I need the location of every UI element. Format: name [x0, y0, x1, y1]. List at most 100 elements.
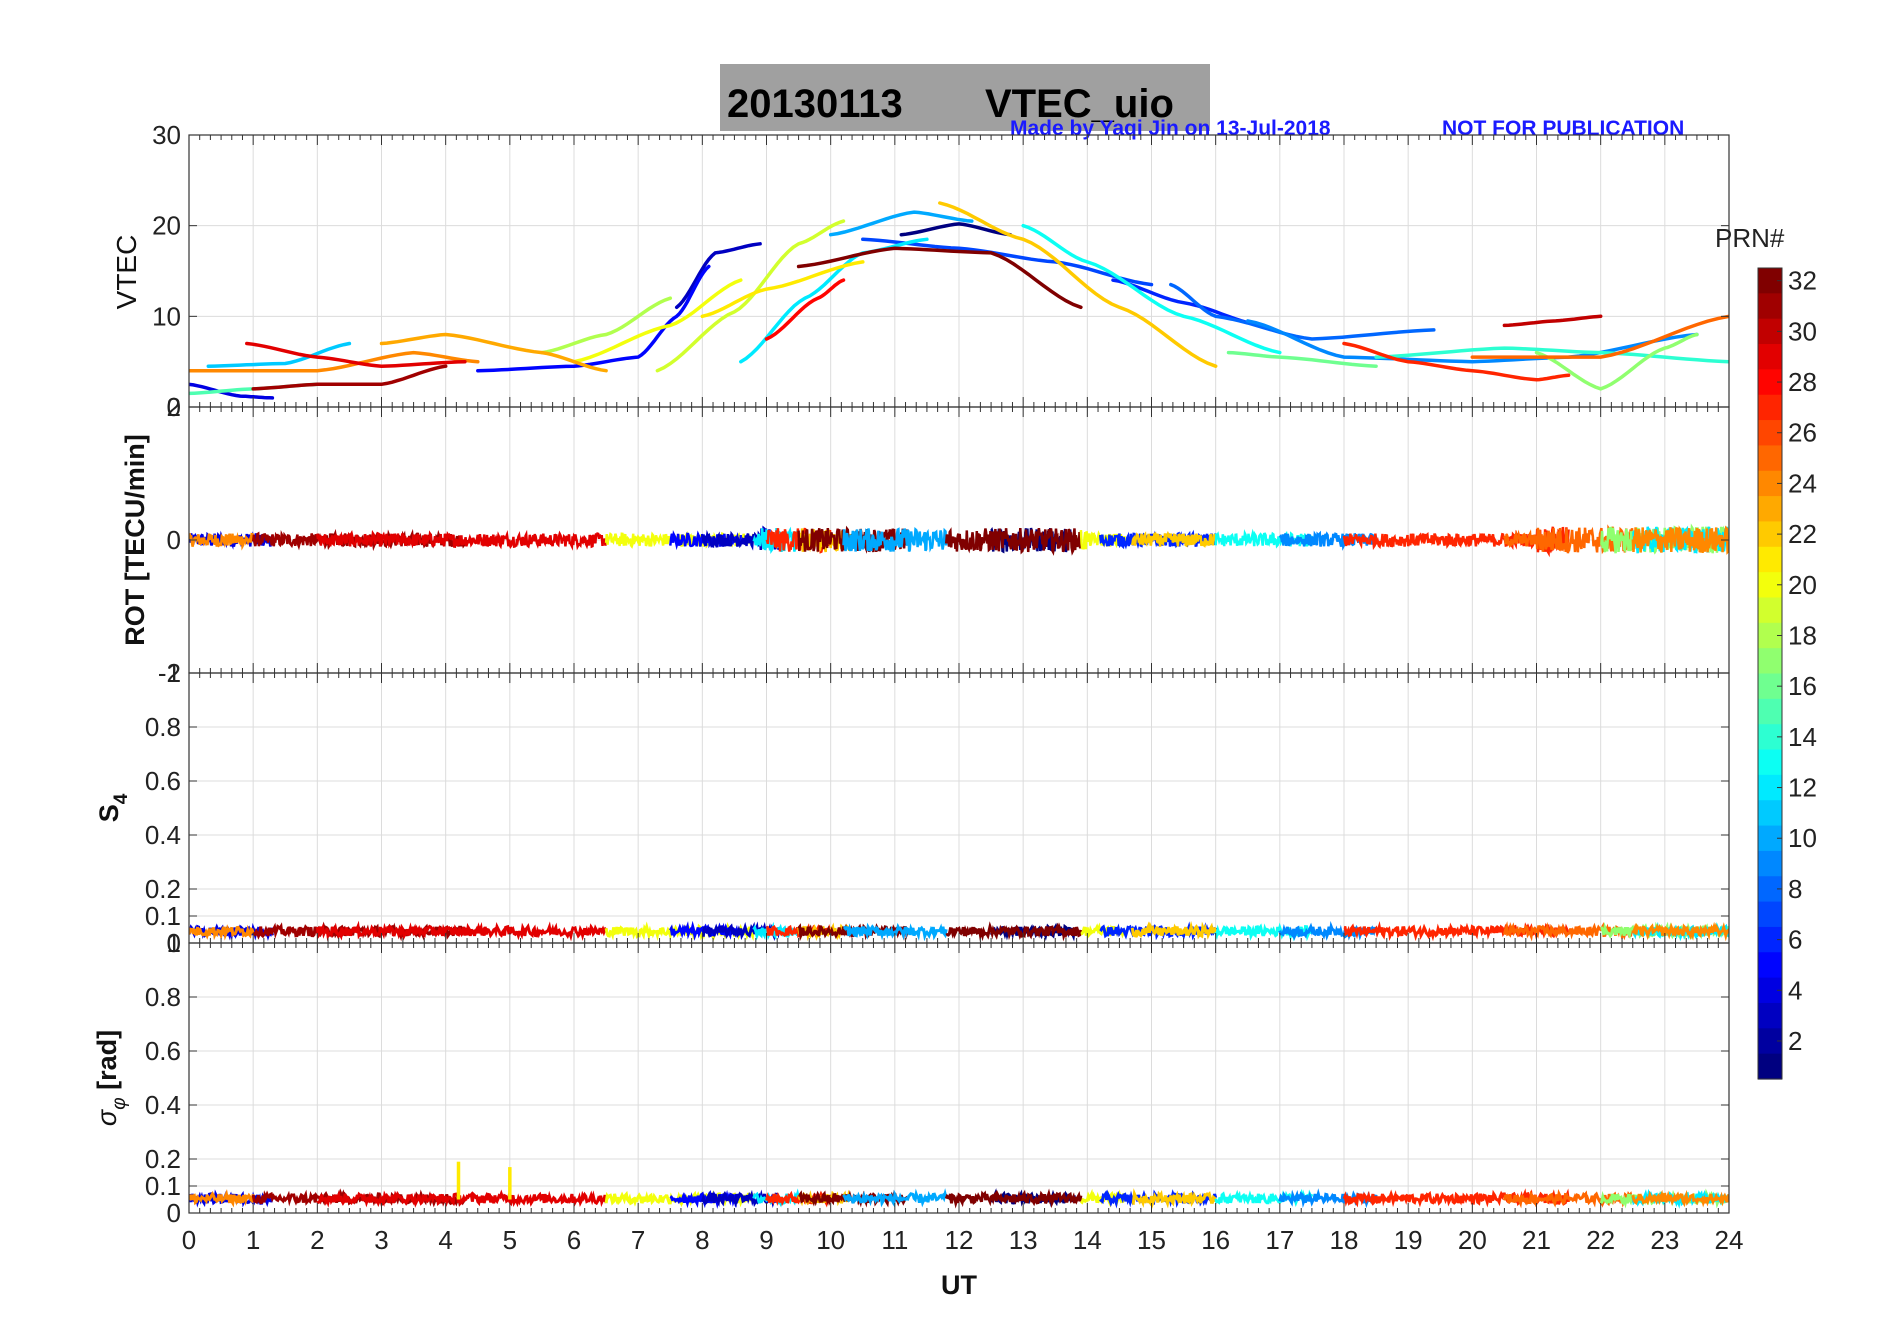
scint-trace-prn-22 — [1130, 920, 1218, 940]
series-line-prn-23 — [379, 332, 608, 373]
panel-grid — [189, 135, 1729, 407]
ylabel-s4: S4 — [94, 793, 132, 822]
colorbar-band — [1758, 293, 1782, 320]
rot-trace-prn-24 — [189, 532, 255, 551]
series-line-prn-13 — [1021, 223, 1282, 355]
colorbar-tick-label: 14 — [1788, 722, 1817, 752]
x-tick-label: 6 — [567, 1225, 581, 1255]
y-tick-labels: 02-2 — [158, 392, 1729, 688]
series-line-prn-17 — [1534, 332, 1699, 391]
scint-trace-prn-29 — [316, 1189, 608, 1209]
panel-sigphi: 0.10.20.40.60.810 — [145, 928, 1730, 1228]
ylabel-s4-text: S — [94, 804, 124, 822]
x-tick-label: 8 — [695, 1225, 709, 1255]
y-tick-label: 0.6 — [145, 766, 181, 796]
scint-trace-prn-24 — [189, 1189, 255, 1208]
x-tick-label: 9 — [759, 1225, 773, 1255]
x-tick-label: 23 — [1650, 1225, 1679, 1255]
series-line-prn-4 — [189, 382, 275, 400]
colorbar-band — [1758, 1053, 1782, 1080]
colorbar-band — [1758, 698, 1782, 725]
colorbar-tick-label: 6 — [1788, 925, 1802, 955]
colorbar-tick-label: 2 — [1788, 1026, 1802, 1056]
rot-trace-prn-25 — [1503, 524, 1635, 555]
series-line-prn-22 — [938, 201, 1218, 368]
x-ticks — [188, 673, 1730, 943]
x-tick-label: 19 — [1394, 1225, 1423, 1255]
series-line-prn-5 — [476, 264, 711, 373]
scint-trace-prn-10 — [843, 922, 948, 942]
ylabel-sigphi-symbol: σ — [92, 1108, 122, 1126]
colorbar-tick-label: 22 — [1788, 519, 1817, 549]
rot-trace-prn-24 — [1631, 525, 1729, 555]
colorbar-title: PRN# — [1715, 223, 1785, 253]
x-tick-label: 16 — [1201, 1225, 1230, 1255]
scint-trace-prn-24 — [1631, 921, 1729, 942]
ylabel-sigphi-subscript: φ — [109, 1097, 130, 1109]
y-tick-label: 0.2 — [145, 1144, 181, 1174]
scint-trace-prn-24 — [1631, 1189, 1729, 1208]
series-line-prn-10 — [828, 210, 974, 237]
colorbar-tick-label: 26 — [1788, 418, 1817, 448]
series-line-prn-32 — [796, 246, 1083, 310]
y-tick-label: 0.1 — [145, 901, 181, 931]
y-tick-label: 30 — [152, 120, 181, 150]
series-line-prn-25 — [1470, 314, 1729, 359]
panel-s4: 0.10.20.40.60.810 — [145, 658, 1730, 958]
scint-trace-prn-32 — [944, 1188, 1083, 1209]
series-line-prn-18 — [540, 296, 673, 355]
y-tick-labels: 0.10.20.40.60.810 — [145, 928, 1729, 1228]
x-tick-label: 15 — [1137, 1225, 1166, 1255]
y-tick-labels: 0.10.20.40.60.810 — [145, 658, 1729, 958]
x-ticks — [188, 135, 1730, 407]
series-line-prn-30 — [1502, 314, 1603, 328]
x-tick-label: 14 — [1073, 1225, 1102, 1255]
x-tick-label: 4 — [438, 1225, 452, 1255]
colorbar-tick-label: 10 — [1788, 823, 1817, 853]
y-tick-label: 0.2 — [145, 874, 181, 904]
x-tick-label: 0 — [182, 1225, 196, 1255]
panel-data — [189, 523, 1729, 558]
panel-grid — [189, 943, 1729, 1213]
colorbar-band — [1758, 546, 1782, 573]
y-tick-label: 1 — [167, 658, 181, 688]
series-line-prn-20 — [572, 278, 743, 364]
x-tick-label: 11 — [881, 1225, 908, 1255]
colorbar-tick-label: 28 — [1788, 367, 1817, 397]
x-tick-label: 12 — [945, 1225, 974, 1255]
colorbar-band — [1758, 800, 1782, 827]
x-tick-label: 2 — [310, 1225, 324, 1255]
series-line-prn-1 — [899, 222, 1013, 237]
rot-trace-prn-10 — [842, 526, 948, 553]
scint-trace-prn-32 — [945, 921, 1083, 942]
y-tick-label: 0 — [167, 1198, 181, 1228]
x-ticks — [188, 943, 1730, 1213]
y-tick-label: 0.4 — [145, 1090, 181, 1120]
x-tick-label: 18 — [1330, 1225, 1359, 1255]
rot-trace-prn-29 — [316, 529, 608, 551]
series-line-prn-29 — [245, 341, 467, 368]
y-tick-label: 1 — [167, 928, 181, 958]
panel-data — [189, 1161, 1729, 1209]
colorbar-band — [1758, 850, 1782, 877]
series-line-prn-9 — [1246, 319, 1699, 364]
scint-trace-prn-29 — [315, 920, 608, 942]
scint-trace-prn-13 — [1214, 1188, 1314, 1207]
series-line-prn-16 — [1226, 350, 1378, 368]
colorbar-band — [1758, 394, 1782, 421]
x-tick-label: 3 — [374, 1225, 388, 1255]
colorbar-band — [1758, 749, 1782, 776]
series-line-prn-31 — [251, 364, 448, 391]
panel-grid — [189, 673, 1729, 943]
y-tick-label: 10 — [152, 301, 181, 331]
panels: 102030002-20.10.20.40.60.8100.10.20.40.6… — [145, 120, 1730, 1228]
x-tick-label: 10 — [816, 1225, 845, 1255]
credit-text: Made by Yaqi Jin on 13-Jul-2018 — [1010, 117, 1331, 140]
colorbar-band — [1758, 344, 1782, 370]
colorbar-tick-label: 20 — [1788, 570, 1817, 600]
y-tick-label: 0.4 — [145, 820, 181, 850]
rot-trace-prn-22 — [1131, 530, 1217, 548]
notice-text: NOT FOR PUBLICATION — [1442, 117, 1684, 140]
title-background — [720, 64, 1210, 131]
